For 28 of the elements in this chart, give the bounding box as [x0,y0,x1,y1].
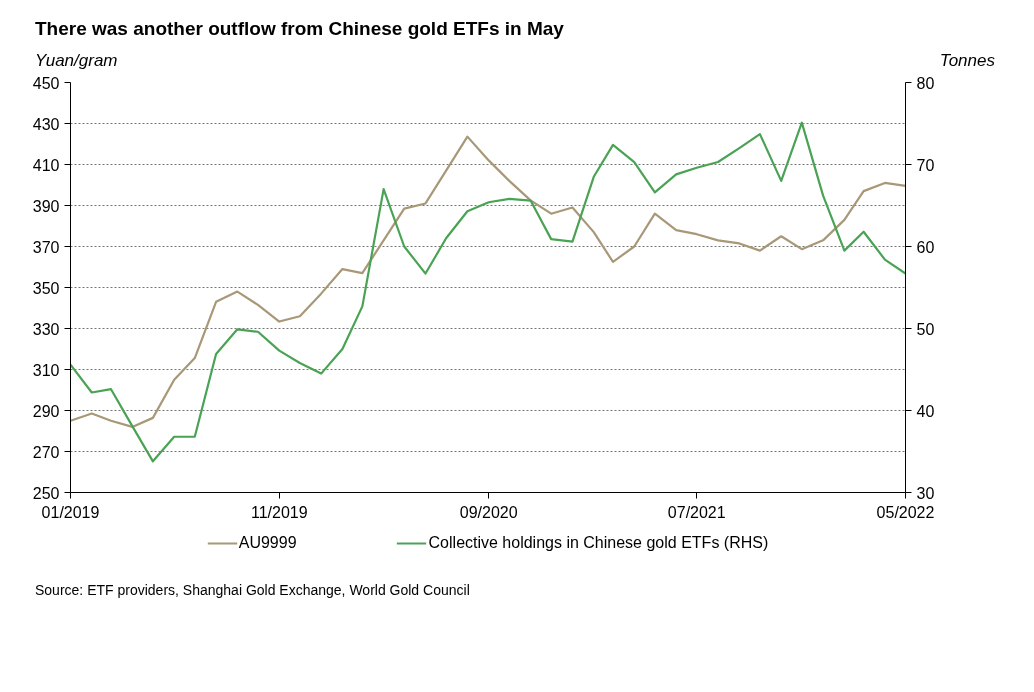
x-tick-label: 11/2019 [250,503,308,521]
chart-title: There was another outflow from Chinese gold ETFs in May [35,17,564,41]
y-axis-title: Yuan/gram [35,50,118,72]
y-tick-label: 310 [32,361,60,379]
source-note: Source: ETF providers, Shanghai Gold Exchange, World Gold Council [35,581,470,600]
y-tick-label: 270 [32,443,60,461]
x-tick-label: 01/2019 [41,503,100,521]
y2-tick-label: 80 [916,74,935,92]
y-tick-label: 430 [32,115,60,133]
legend-label: Collective holdings in Chinese gold ETFs (RHS) [428,534,769,552]
legend-label: AU9999 [238,534,297,552]
y2-tick-label: 70 [916,156,935,174]
y-tick-label: 390 [32,197,60,215]
y2-tick-label: 50 [916,320,935,338]
y-tick-label: 370 [32,238,60,256]
x-tick-label: 09/2020 [459,503,518,521]
y2-tick-label: 40 [916,402,935,420]
y-tick-label: 410 [32,156,60,174]
y-tick-label: 450 [32,74,60,92]
y2-tick-label: 30 [916,484,935,502]
y-tick-label: 290 [32,402,60,420]
y2-tick-label: 60 [916,238,935,256]
y2-axis-title: Tonnes [939,50,995,72]
x-tick-label: 05/2022 [876,503,935,521]
x-tick-label: 07/2021 [667,503,726,521]
y-tick-label: 350 [32,279,60,297]
y-tick-label: 330 [32,320,60,338]
y-tick-label: 250 [32,484,60,502]
